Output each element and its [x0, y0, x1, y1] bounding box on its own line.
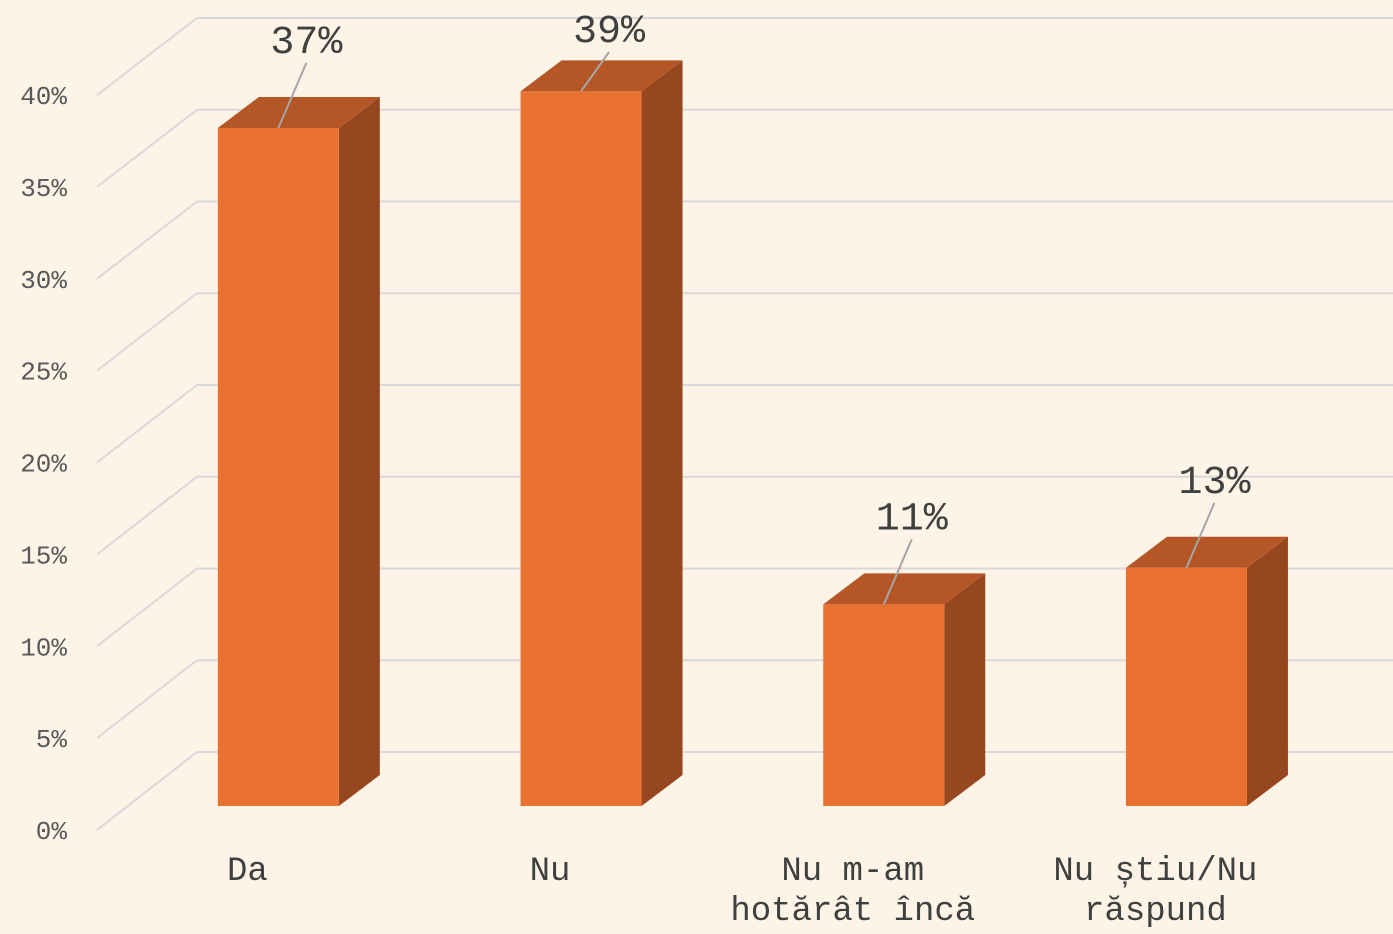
bar-side — [944, 573, 986, 806]
leader-line — [277, 62, 308, 129]
x-tick-label: Nu m-am hotărât încă — [730, 853, 976, 931]
y-tick-label: 35% — [20, 174, 67, 204]
bar-top — [217, 96, 380, 128]
grid-line-side — [96, 292, 198, 372]
value-label: 13% — [1178, 461, 1251, 506]
x-tick-label: Nu știu/Nu răspund — [1053, 853, 1258, 931]
y-tick-label: 20% — [20, 450, 67, 480]
grid-line-side — [96, 384, 198, 464]
bar — [217, 127, 339, 807]
grid-line-side — [96, 200, 198, 280]
value-label: 37% — [270, 21, 343, 66]
value-label: 11% — [876, 497, 949, 542]
y-tick-label: 5% — [36, 725, 68, 755]
leader-line — [580, 51, 610, 92]
x-tick-label: Da — [226, 853, 268, 891]
bar-side — [641, 60, 683, 806]
bar — [1125, 567, 1247, 806]
y-tick-label: 10% — [20, 633, 67, 663]
bar — [520, 91, 642, 806]
leader-line — [1185, 502, 1216, 569]
grid-line-side — [96, 475, 198, 556]
grid-line-side — [96, 751, 198, 831]
value-label: 39% — [573, 10, 646, 55]
grid-line-side — [96, 108, 198, 188]
y-tick-label: 15% — [20, 541, 67, 571]
bar — [823, 604, 945, 806]
bar-top — [1125, 536, 1288, 568]
bar-top — [520, 60, 683, 92]
bar-top — [823, 573, 986, 605]
leader-line — [882, 539, 913, 605]
grid-line-side — [96, 17, 198, 96]
y-tick-label: 30% — [20, 266, 67, 296]
y-tick-label: 25% — [20, 358, 67, 388]
grid-line-side — [96, 659, 198, 739]
y-tick-label: 40% — [20, 82, 67, 112]
y-tick-label: 0% — [36, 817, 68, 847]
x-tick-label: Nu — [529, 853, 571, 891]
grid-line-side — [96, 567, 198, 648]
bar-side — [338, 96, 380, 807]
bar-side — [1246, 536, 1288, 806]
